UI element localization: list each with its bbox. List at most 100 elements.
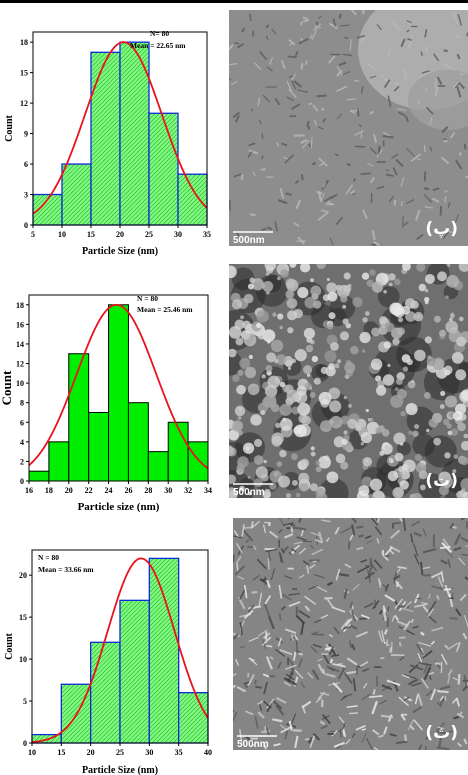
histogram-bar <box>178 692 209 744</box>
panel-label: (پ) <box>425 219 458 239</box>
gaussian-fit-curve <box>32 41 208 215</box>
y-tick-label: 5 <box>23 697 27 706</box>
histogram-bar <box>119 599 150 744</box>
y-tick-label: 20 <box>19 571 27 580</box>
mean-size: Mean = 33.66 nm <box>38 565 94 574</box>
histogram-bar <box>127 402 149 482</box>
mean-size: Mean = 22.65 nm <box>130 41 186 50</box>
x-tick-label: 40 <box>204 748 212 757</box>
sem-image-2: 500nm (ت) <box>229 264 468 498</box>
y-tick-label: 15 <box>20 69 28 78</box>
y-tick-label: 0 <box>20 477 24 486</box>
histogram-bar <box>148 557 180 744</box>
histogram-bar <box>61 163 92 226</box>
x-tick-label: 15 <box>57 748 65 757</box>
scale-bar-label: 500nm <box>233 487 265 498</box>
y-tick-label: 6 <box>20 418 24 427</box>
gaussian-fit-curve <box>28 303 209 470</box>
sem-texture <box>229 264 468 498</box>
y-axis-label: Count <box>4 114 15 141</box>
x-tick-label: 34 <box>204 486 212 495</box>
x-tick-label: 20 <box>116 230 124 239</box>
x-tick-label: 15 <box>87 230 95 239</box>
histogram-bar <box>108 304 129 482</box>
x-axis-label: Particle Size (nm) <box>82 246 158 257</box>
histogram-bar <box>88 411 110 482</box>
sem-background <box>233 518 468 750</box>
x-tick-label: 22 <box>85 486 93 495</box>
y-tick-label: 6 <box>24 160 28 169</box>
y-axis-label: Count <box>4 632 15 659</box>
x-axis-label: Particle size (nm) <box>78 501 160 513</box>
x-tick-label: 35 <box>175 748 183 757</box>
sem-image-3-svg: 500nm (ث) <box>233 518 468 750</box>
histogram-1-svg: 5 10 15 20 25 30 35 0 3 6 9 12 15 18 Particle Size (nm… <box>4 29 211 257</box>
histogram-bar <box>177 173 208 226</box>
sem-texture <box>233 518 468 750</box>
histogram-bar <box>28 470 50 482</box>
histogram-bar <box>68 353 90 482</box>
x-tick-label: 30 <box>145 748 153 757</box>
histogram-bar <box>90 641 121 744</box>
y-tick-label: 4 <box>20 438 24 447</box>
x-tick-label: 5 <box>31 230 35 239</box>
x-tick-label: 18 <box>45 486 53 495</box>
y-tick-label: 10 <box>19 655 27 664</box>
histogram-2-svg: 16 18 20 22 24 26 28 30 32 34024681012141618Parti… <box>0 294 212 513</box>
y-tick-label: 18 <box>20 38 28 47</box>
histogram-3: 10 15 20 25 30 35 40 0 5 10 15 20 Particle Size (nm)… <box>0 538 224 775</box>
y-tick-label: 15 <box>19 613 27 622</box>
x-tick-label: 28 <box>144 486 152 495</box>
sem-texture <box>229 10 468 246</box>
y-tick-label: 12 <box>20 99 28 108</box>
x-tick-label: 26 <box>124 486 132 495</box>
sample-count: N = 80 <box>38 553 59 562</box>
gaussian-fit-curve <box>31 557 209 743</box>
x-tick-label: 20 <box>87 748 95 757</box>
histogram-bar <box>167 421 189 482</box>
x-tick-label: 10 <box>58 230 66 239</box>
x-tick-label: 24 <box>105 486 113 495</box>
x-tick-label: 30 <box>174 230 182 239</box>
sample-count: N = 80 <box>137 294 158 303</box>
histogram-3-svg: 10 15 20 25 30 35 40 0 5 10 15 20 Particle Size (nm)… <box>4 549 212 775</box>
histogram-bar <box>90 51 121 226</box>
y-tick-label: 8 <box>20 399 24 408</box>
y-tick-label: 3 <box>24 191 28 200</box>
x-tick-label: 32 <box>184 486 192 495</box>
x-tick-label: 20 <box>65 486 73 495</box>
x-axis-label: Particle Size (nm) <box>82 765 158 775</box>
scale-bar-label: 500nm <box>233 235 265 246</box>
y-tick-label: 2 <box>20 457 24 466</box>
mean-size: Mean = 25.46 nm <box>137 305 193 314</box>
y-tick-label: 16 <box>16 320 24 329</box>
histogram-bar <box>148 112 179 226</box>
x-tick-label: 16 <box>25 486 33 495</box>
sem-image-2-svg: 500nm (ت) <box>229 264 468 498</box>
y-tick-label: 12 <box>16 360 24 369</box>
panel-label: (ث) <box>425 723 458 743</box>
y-tick-label: 0 <box>23 739 27 748</box>
sem-image-1-svg: 500nm (پ) <box>229 10 468 246</box>
top-rule <box>0 0 468 3</box>
x-tick-label: 35 <box>203 230 211 239</box>
x-tick-label: 10 <box>28 748 36 757</box>
panel-label: (ت) <box>425 471 458 491</box>
histogram-1: 5 10 15 20 25 30 35 0 3 6 9 12 15 18 Particle Size (nm… <box>0 18 224 263</box>
y-tick-label: 18 <box>16 301 24 310</box>
sem-image-3: 500nm (ث) <box>233 518 468 750</box>
histogram-bar <box>187 441 209 482</box>
y-tick-label: 10 <box>16 379 24 388</box>
sem-image-1: 500nm (پ) <box>229 10 468 246</box>
scale-bar-label: 500nm <box>237 739 269 750</box>
histogram-bar <box>147 451 169 482</box>
histogram-bar <box>119 41 150 226</box>
y-tick-label: 14 <box>16 340 24 349</box>
y-tick-label: 0 <box>24 221 28 230</box>
x-tick-label: 30 <box>164 486 172 495</box>
plot-frame <box>28 294 209 482</box>
x-tick-label: 25 <box>145 230 153 239</box>
sample-count: N= 80 <box>150 29 169 38</box>
x-tick-label: 25 <box>116 748 124 757</box>
histogram-2: 16 18 20 22 24 26 28 30 32 34 0 2 4 6 8 10 12 14 16 18 Parti… <box>0 283 224 518</box>
